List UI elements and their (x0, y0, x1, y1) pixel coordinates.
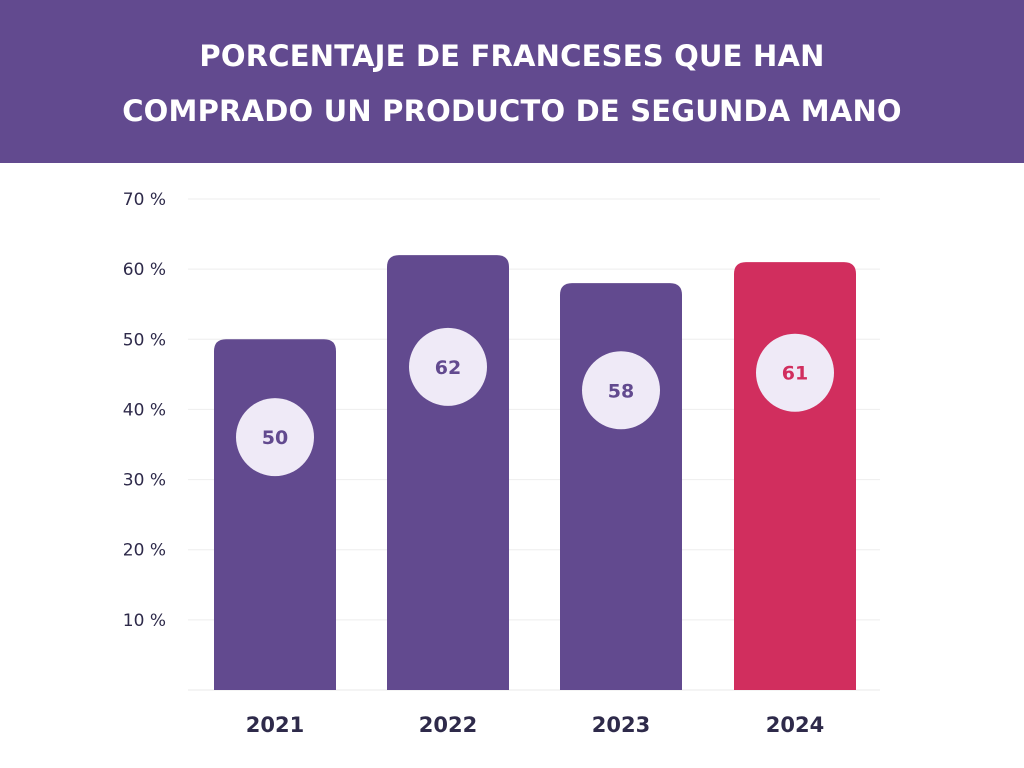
y-axis: 10 % 20 % 30 % 40 % 50 % 60 % 70 % (123, 190, 166, 631)
x-tick-label: 2021 (246, 713, 304, 737)
y-tick-label: 10 % (123, 611, 166, 631)
value-labels: 50 62 58 61 (236, 327, 834, 477)
bars (214, 255, 856, 690)
bar-2021 (214, 339, 336, 690)
value-badge (236, 398, 314, 477)
title-banner: PORCENTAJE DE FRANCESES QUE HAN COMPRADO… (0, 0, 1024, 163)
y-tick-label: 40 % (123, 400, 166, 420)
y-tick-label: 60 % (123, 260, 166, 280)
value-label: 61 (782, 363, 808, 385)
bar-2024 (734, 262, 856, 690)
chart-title-line-2: COMPRADO UN PRODUCTO DE SEGUNDA MANO (122, 93, 902, 128)
value-badge (582, 351, 660, 430)
x-tick-label: 2022 (419, 713, 477, 737)
y-tick-label: 30 % (123, 471, 166, 491)
chart-title-line-1: PORCENTAJE DE FRANCESES QUE HAN (199, 38, 825, 73)
y-tick-label: 50 % (123, 330, 166, 350)
y-tick-label: 20 % (123, 541, 166, 561)
x-tick-label: 2023 (592, 713, 650, 737)
x-axis: 2021 2022 2023 2024 (246, 713, 824, 737)
y-tick-label: 70 % (123, 190, 166, 210)
x-tick-label: 2024 (766, 713, 824, 737)
bar-2022 (387, 255, 509, 690)
bar-2023 (560, 283, 682, 690)
value-badge (409, 327, 487, 406)
value-label: 58 (608, 380, 634, 402)
value-label: 50 (262, 427, 288, 449)
value-badge (756, 333, 834, 412)
value-label: 62 (435, 357, 461, 379)
